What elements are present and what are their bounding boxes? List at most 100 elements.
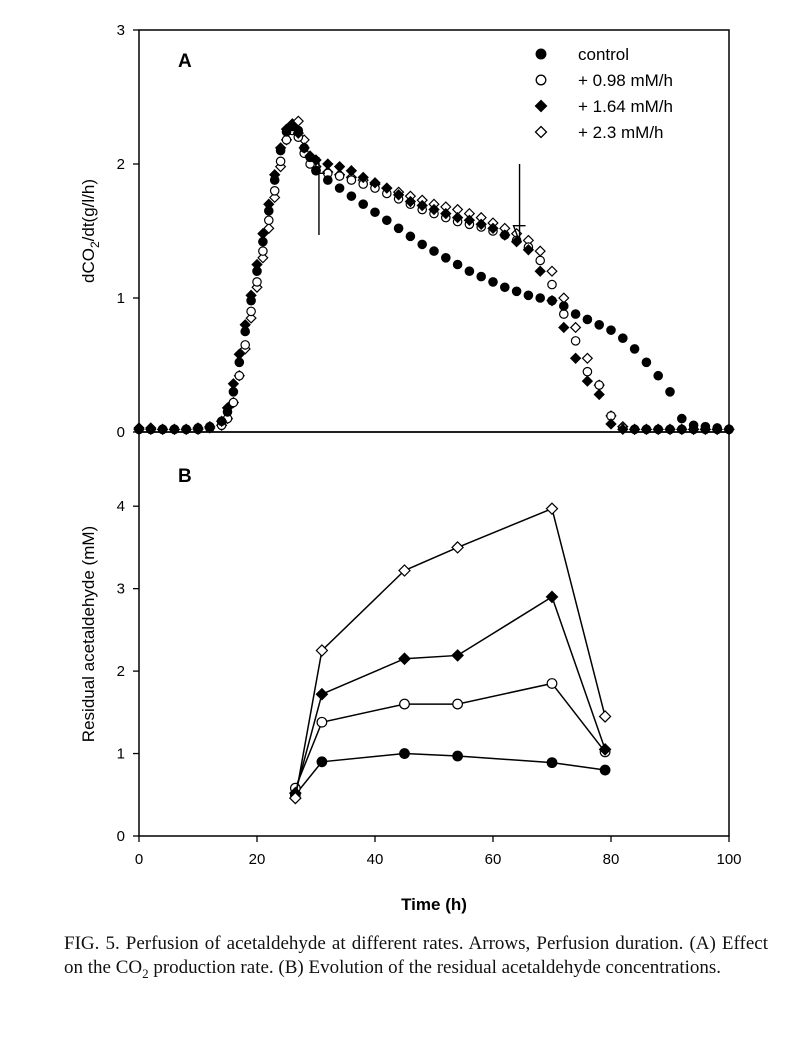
point-a-1-64-mm-h-41: [522, 244, 535, 256]
point-a-control-14: [258, 236, 268, 247]
legend-marker-0-98: [535, 74, 547, 86]
panel-b-frame: [138, 431, 730, 837]
b-ytick-label-2: 2: [117, 663, 125, 680]
series-a-2-3-mm-h: [133, 115, 735, 435]
point-a-control-17: [275, 145, 286, 156]
point-a-0-98-mm-h-12: [246, 306, 256, 317]
point-b-2-3-mm-h-5: [598, 710, 612, 723]
point-a-control-41: [523, 290, 534, 301]
point-b-2-3-mm-h-4: [545, 502, 559, 516]
point-a-control-11: [240, 326, 250, 337]
point-a-control-7: [216, 416, 227, 427]
point-a-2-3-mm-h-12: [245, 312, 257, 324]
line-b-2-3-mm-h: [294, 507, 606, 799]
point-a-0-98-mm-h-18: [281, 135, 292, 145]
point-b-1-64-mm-h-1: [315, 687, 329, 701]
b-ytick-label-4: 4: [117, 498, 125, 515]
panel-a-y-axis-title-main: dCO: [79, 248, 98, 283]
point-b-2-3-mm-h-0: [288, 791, 302, 805]
point-a-control-35: [452, 259, 463, 270]
point-b-1-64-mm-h-5: [598, 743, 612, 756]
point-a-0-98-mm-h-14: [258, 246, 268, 256]
point-a-1-64-mm-h-44: [558, 321, 570, 334]
point-a-1-64-mm-h-32: [416, 199, 428, 212]
point-b-0-98-mm-h-3: [452, 698, 464, 710]
point-a-control-47: [594, 319, 604, 330]
line-b-control: [294, 752, 606, 796]
series-a-0-98-mm-h: [134, 125, 734, 435]
panel-a-y-axis-title: dCO2/dt(g/l/h): [79, 179, 102, 283]
point-a-control-33: [429, 246, 439, 256]
point-b-control-2: [399, 748, 410, 759]
legend-label-2-3: + 2.3 mM/h: [578, 123, 664, 142]
legend-marker-2-3: [534, 125, 548, 139]
point-a-0-98-mm-h-25: [334, 171, 345, 181]
arrow-head-0: [311, 157, 325, 175]
point-a-control-48: [606, 325, 616, 335]
arrow-head-1: [512, 225, 526, 242]
point-a-0-98-mm-h-15: [263, 215, 274, 226]
point-a-1-64-mm-h-35: [451, 211, 464, 224]
point-a-control-49: [617, 333, 628, 343]
point-a-control-31: [405, 231, 416, 242]
point-a-1-64-mm-h-28: [369, 177, 381, 189]
point-b-control-3: [452, 750, 464, 762]
point-a-0-98-mm-h-45: [570, 336, 581, 346]
point-b-1-64-mm-h-4: [545, 590, 559, 604]
point-a-0-98-mm-h-46: [582, 366, 593, 377]
series-b-control: [289, 748, 611, 801]
point-a-control-15: [263, 206, 274, 216]
point-b-control-1: [316, 756, 328, 768]
point-a-control-52: [653, 370, 663, 381]
point-a-1-64-mm-h-25: [333, 161, 346, 173]
b-ytick-label-0: 0: [117, 828, 125, 845]
point-a-0-98-mm-h-11: [240, 340, 250, 350]
a-ytick-label-0: 0: [117, 424, 125, 441]
perfusion-arrow-start: [311, 157, 325, 236]
point-a-0-98-mm-h-17: [275, 156, 286, 167]
legend-label-control: control: [578, 45, 629, 64]
legend-marker-1-64: [534, 99, 548, 113]
point-a-control-13: [252, 266, 262, 276]
point-a-0-98-mm-h-26: [346, 175, 357, 185]
point-a-control-12: [246, 295, 256, 306]
point-a-control-51: [641, 357, 652, 368]
point-a-0-98-mm-h-10: [234, 370, 245, 381]
point-a-1-64-mm-h-29: [381, 182, 393, 194]
a-ytick-label-2: 2: [117, 156, 125, 173]
point-a-1-64-mm-h-45: [569, 352, 582, 364]
point-a-control-10: [234, 357, 245, 368]
point-a-0-98-mm-h-43: [547, 279, 557, 290]
legend-item-0-98: + 0.98 mM/h: [535, 71, 673, 90]
legend-label-1-64: + 1.64 mM/h: [578, 97, 673, 116]
point-a-control-46: [582, 314, 593, 325]
point-a-2-3-mm-h-15: [263, 222, 275, 234]
point-a-control-44: [558, 301, 569, 311]
point-a-control-9: [228, 386, 239, 397]
point-a-1-64-mm-h-39: [499, 229, 511, 241]
point-a-2-3-mm-h-16: [269, 191, 281, 204]
point-b-control-4: [546, 757, 558, 769]
xtick-label-2: 40: [367, 851, 384, 868]
point-a-control-22: [305, 152, 315, 163]
point-a-2-3-mm-h-43: [546, 265, 558, 277]
panel-b-plot-area: [288, 502, 612, 805]
point-b-0-98-mm-h-4: [546, 678, 558, 689]
point-a-1-64-mm-h-38: [487, 222, 499, 234]
point-a-control-26: [346, 191, 357, 201]
perfusion-arrow-end: [512, 164, 526, 242]
panel-a-label: A: [178, 51, 192, 72]
point-a-1-64-mm-h-36: [463, 214, 476, 226]
point-a-control-18: [281, 127, 292, 137]
point-a-control-32: [417, 239, 427, 250]
point-a-2-3-mm-h-42: [534, 245, 546, 257]
legend-item-control: control: [535, 45, 629, 64]
point-a-1-64-mm-h-26: [345, 165, 358, 177]
point-a-1-64-mm-h-31: [404, 195, 417, 208]
caption-subscript: 2: [142, 965, 149, 981]
point-a-control-39: [499, 282, 510, 293]
point-a-control-29: [381, 215, 392, 226]
point-a-control-5: [193, 423, 203, 433]
point-a-control-25: [334, 183, 345, 193]
